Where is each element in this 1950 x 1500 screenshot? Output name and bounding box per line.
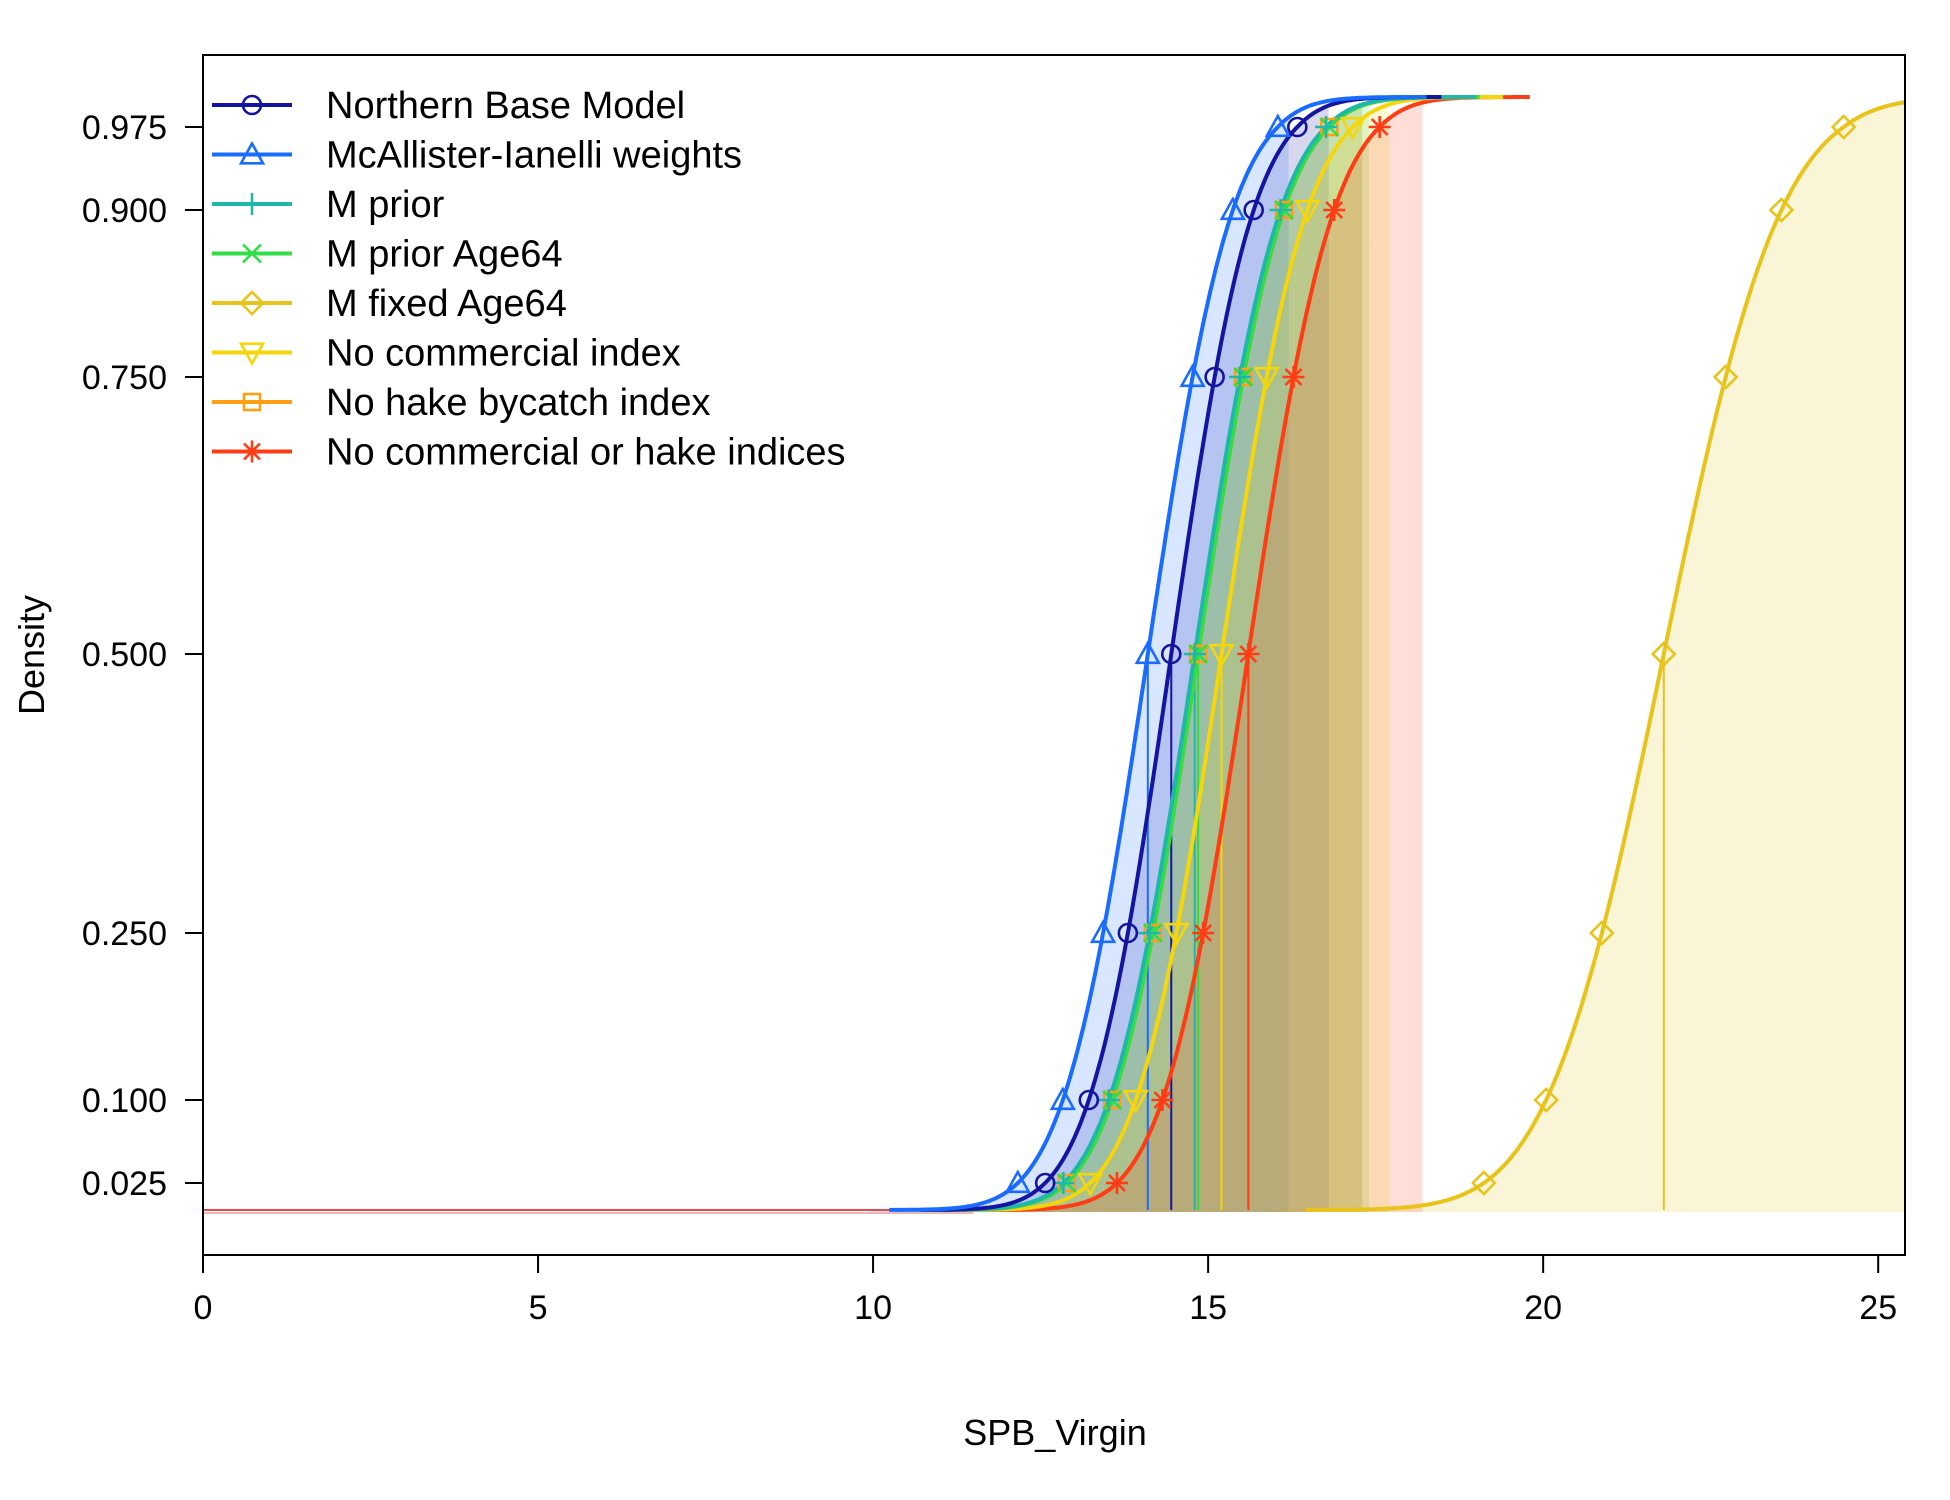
shade-m-fixed-age64 xyxy=(1278,102,1905,1213)
marker-mcallister-ianelli-weights xyxy=(1049,1086,1077,1111)
marker-mcallister-ianelli-weights xyxy=(1004,1169,1032,1194)
legend-label: No commercial or hake indices xyxy=(326,432,846,474)
legend-marker xyxy=(238,342,266,367)
legend-item-m-prior-age64: M prior Age64 xyxy=(212,234,563,276)
curve-m-prior xyxy=(933,95,1477,1212)
x-tick-label: 0 xyxy=(194,1289,213,1327)
shaded-areas xyxy=(869,102,1905,1213)
marker-mcallister-ianelli-weights xyxy=(1219,196,1247,221)
marker-m-fixed-age64 xyxy=(1768,197,1795,223)
marker-northern-base-model xyxy=(1243,199,1265,221)
legend-label: M prior Age64 xyxy=(326,234,563,276)
y-tick-label: 0.500 xyxy=(82,636,167,674)
marker-m-prior xyxy=(1228,366,1251,388)
y-axis: 0.025 0.100 0.250 0.500 0.750 0.900 0.975 xyxy=(82,109,204,1203)
x-tick-label: 10 xyxy=(854,1289,892,1327)
legend-label: M fixed Age64 xyxy=(326,283,567,325)
legend-item-northern-base-model: Northern Base Model xyxy=(212,85,685,127)
x-tick-label: 15 xyxy=(1189,1289,1227,1327)
y-tick-label: 0.900 xyxy=(82,192,167,230)
marker-m-prior xyxy=(1183,643,1206,665)
marker-no-commercial-or-hake-indices xyxy=(1237,643,1260,665)
marker-no-commercial-or-hake-indices xyxy=(1151,1089,1174,1111)
legend-label: No hake bycatch index xyxy=(326,382,710,424)
marker-m-prior xyxy=(1138,922,1161,944)
x-axis: 0 5 10 15 20 25 xyxy=(194,1254,1897,1327)
legend-marker xyxy=(242,392,262,412)
marker-no-commercial-index xyxy=(1339,116,1367,141)
legend-item-m-prior: M prior xyxy=(212,184,445,226)
marker-no-commercial-index xyxy=(1163,922,1190,947)
marker-northern-base-model xyxy=(1034,1172,1056,1194)
legend-item-m-fixed-age64: M fixed Age64 xyxy=(212,283,567,325)
marker-no-commercial-index xyxy=(1294,199,1321,224)
marker-no-commercial-index xyxy=(1122,1089,1149,1114)
y-tick-label: 0.025 xyxy=(82,1165,167,1203)
marker-mcallister-ianelli-weights xyxy=(1264,113,1292,138)
marker-m-fixed-age64 xyxy=(1830,114,1857,140)
marker-northern-base-model xyxy=(1078,1089,1100,1111)
marker-m-fixed-age64 xyxy=(1471,1170,1497,1196)
marker-m-prior xyxy=(1269,199,1292,221)
legend-item-mcallister-ianelli-weights: McAllister-Ianelli weights xyxy=(212,135,742,177)
marker-no-commercial-or-hake-indices xyxy=(1323,199,1346,221)
curve-mcallister-ianelli-weights xyxy=(889,95,1427,1212)
shade-mcallister-ianelli-weights xyxy=(869,117,1289,1212)
marker-northern-base-model xyxy=(1204,366,1225,388)
x-tick-label: 20 xyxy=(1524,1289,1562,1327)
shade-no-commercial-or-hake-indices xyxy=(966,102,1423,1213)
marker-m-fixed-age64 xyxy=(1589,920,1615,946)
marker-mcallister-ianelli-weights xyxy=(1134,640,1162,665)
marker-no-commercial-or-hake-indices xyxy=(1368,116,1391,138)
legend-item-no-hake-bycatch-index: No hake bycatch index xyxy=(212,382,710,424)
x-tick-label: 5 xyxy=(529,1289,548,1327)
legend-item-no-commercial-index: No commercial index xyxy=(212,333,681,375)
marker-no-commercial-or-hake-indices xyxy=(1192,922,1215,944)
curve-m-fixed-age64 xyxy=(1305,100,1906,1212)
marker-northern-base-model xyxy=(1117,922,1139,944)
marker-no-commercial-or-hake-indices xyxy=(1105,1172,1128,1194)
marker-m-prior xyxy=(1097,1089,1120,1111)
legend-label: Northern Base Model xyxy=(326,85,685,127)
legend-item-no-commercial-or-hake-indices: No commercial or hake indices xyxy=(212,432,846,474)
marker-no-commercial-index xyxy=(1208,643,1235,668)
legend-marker xyxy=(242,243,262,264)
shade-m-prior-age64 xyxy=(916,103,1369,1212)
y-tick-label: 0.250 xyxy=(82,915,167,953)
legend-marker xyxy=(241,440,263,463)
marker-no-commercial-or-hake-indices xyxy=(1282,366,1305,388)
marker-northern-base-model xyxy=(1287,116,1308,138)
x-axis-title: SPB_Virgin xyxy=(963,1412,1146,1453)
y-tick-label: 0.750 xyxy=(82,359,167,397)
marker-no-commercial-index xyxy=(1076,1172,1104,1197)
marker-no-commercial-index xyxy=(1253,366,1280,391)
legend: Northern Base Model McAllister-Ianelli we… xyxy=(212,85,846,474)
y-tick-label: 0.975 xyxy=(82,109,167,147)
cdf-curves xyxy=(203,95,1906,1214)
curve-markers xyxy=(1004,113,1857,1197)
marker-m-prior xyxy=(1052,1172,1075,1194)
marker-m-fixed-age64 xyxy=(1650,641,1677,667)
x-tick-label: 25 xyxy=(1859,1289,1897,1327)
legend-label: McAllister-Ianelli weights xyxy=(326,135,742,177)
marker-m-fixed-age64 xyxy=(1712,364,1739,390)
legend-marker xyxy=(239,290,265,316)
legend-label: M prior xyxy=(326,184,445,226)
shade-no-commercial-index xyxy=(940,104,1389,1212)
marker-m-fixed-age64 xyxy=(1533,1087,1559,1113)
marker-mcallister-ianelli-weights xyxy=(1179,363,1206,388)
legend-marker xyxy=(241,94,263,116)
marker-m-prior xyxy=(1315,116,1338,138)
legend-label: No commercial index xyxy=(326,333,681,375)
legend-marker xyxy=(241,193,263,215)
marker-mcallister-ianelli-weights xyxy=(1089,919,1117,944)
marker-northern-base-model xyxy=(1160,643,1182,665)
legend-marker xyxy=(238,140,266,165)
y-tick-label: 0.100 xyxy=(82,1082,167,1120)
y-axis-title: Density xyxy=(11,595,52,715)
